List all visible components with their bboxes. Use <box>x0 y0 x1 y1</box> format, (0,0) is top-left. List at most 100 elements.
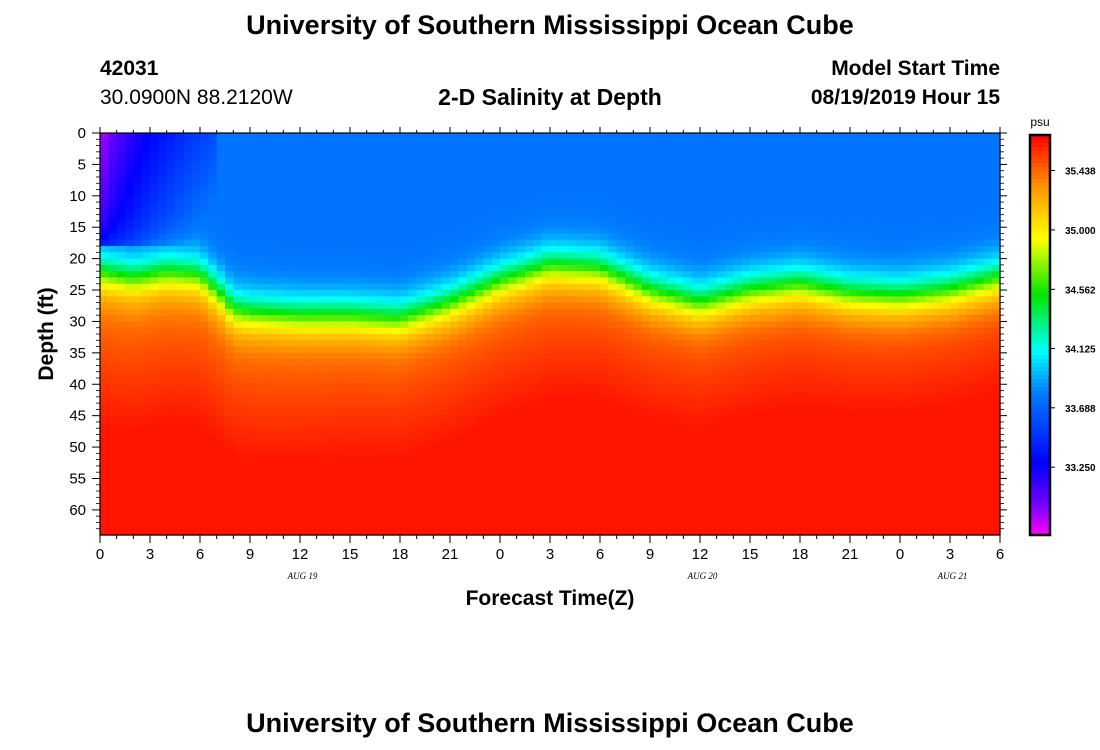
heatmap-cell <box>208 359 218 367</box>
heatmap-cell <box>116 277 126 285</box>
heatmap-cell <box>658 491 668 498</box>
heatmap-cell <box>508 327 518 335</box>
heatmap-cell <box>333 176 343 184</box>
heatmap-cell <box>433 377 443 385</box>
heatmap-cell <box>525 189 534 197</box>
heatmap-cell <box>508 509 518 517</box>
heatmap-cell <box>408 346 418 354</box>
heatmap-cell <box>275 183 284 191</box>
heatmap-cell <box>333 283 343 291</box>
heatmap-cell <box>675 202 684 209</box>
heatmap-cell <box>100 290 109 297</box>
heatmap-cell <box>641 528 651 536</box>
heatmap-cell <box>608 371 618 379</box>
heatmap-cell <box>233 202 243 209</box>
heatmap-cell <box>166 151 176 159</box>
heatmap-cell <box>283 208 293 216</box>
heatmap-cell <box>625 315 634 323</box>
heatmap-cell <box>191 202 201 209</box>
heatmap-cell <box>608 302 618 310</box>
heatmap-cell <box>241 503 251 511</box>
heatmap-cell <box>575 396 584 404</box>
heatmap-cell <box>675 359 684 367</box>
heatmap-cell <box>716 189 726 197</box>
heatmap-cell <box>433 421 443 429</box>
heatmap-cell <box>275 528 284 536</box>
heatmap-cell <box>558 277 568 285</box>
heatmap-cell <box>225 145 234 153</box>
heatmap-cell <box>741 271 751 279</box>
heatmap-cell <box>741 283 751 291</box>
heatmap-cell <box>450 321 459 329</box>
heatmap-cell <box>358 258 368 266</box>
heatmap-cell <box>183 352 193 360</box>
heatmap-cell <box>208 509 218 517</box>
heatmap-cell <box>450 164 459 172</box>
heatmap-cell <box>533 264 543 272</box>
heatmap-cell <box>733 340 743 348</box>
heatmap-cell <box>183 509 193 517</box>
heatmap-cell <box>191 453 201 461</box>
heatmap-cell <box>358 239 368 247</box>
heatmap-cell <box>433 145 443 153</box>
heatmap-cell <box>316 390 326 398</box>
heatmap-cell <box>175 145 184 153</box>
heatmap-cell <box>550 183 559 191</box>
heatmap-cell <box>125 447 134 454</box>
heatmap-cell <box>525 472 534 480</box>
heatmap-cell <box>166 271 176 279</box>
heatmap-cell <box>541 264 551 272</box>
heatmap-cell <box>650 516 659 524</box>
heatmap-cell <box>700 252 709 260</box>
heatmap-cell <box>441 246 451 253</box>
heatmap-cell <box>141 359 151 367</box>
heatmap-cell <box>666 409 676 417</box>
heatmap-cell <box>150 133 159 140</box>
heatmap-cell <box>566 384 576 392</box>
heatmap-cell <box>308 176 318 184</box>
heatmap-cell <box>558 377 568 385</box>
heatmap-cell <box>125 277 134 285</box>
heatmap-cell <box>383 195 393 203</box>
heatmap-cell <box>225 308 234 316</box>
heatmap-cell <box>475 176 484 184</box>
heatmap-cell <box>608 434 618 442</box>
heatmap-cell <box>741 308 751 316</box>
heatmap-cell <box>258 440 268 448</box>
heatmap-cell <box>366 447 376 454</box>
heatmap-cell <box>650 497 659 505</box>
heatmap-cell <box>291 340 301 348</box>
heatmap-cell <box>366 133 376 140</box>
heatmap-cell <box>133 334 143 341</box>
heatmap-cell <box>591 377 601 385</box>
heatmap-cell <box>683 246 693 253</box>
heatmap-cell <box>258 359 268 367</box>
heatmap-cell <box>183 264 193 272</box>
heatmap-cell <box>666 371 676 379</box>
heatmap-cell <box>616 459 626 467</box>
heatmap-cell <box>633 151 643 159</box>
heatmap-cell <box>466 195 476 203</box>
heatmap-cell <box>166 359 176 367</box>
heatmap-cell <box>275 264 284 272</box>
heatmap-cell <box>483 308 493 316</box>
heatmap-cell <box>741 409 751 417</box>
heatmap-cell <box>300 384 309 392</box>
heatmap-cell <box>291 459 301 467</box>
heatmap-cell <box>258 484 268 492</box>
heatmap-cell <box>183 170 193 178</box>
heatmap-cell <box>175 428 184 436</box>
heatmap-cell <box>533 415 543 423</box>
heatmap-cell <box>316 472 326 480</box>
heatmap-cell <box>316 277 326 285</box>
heatmap-cell <box>683 139 693 147</box>
heatmap-cell <box>300 183 309 191</box>
heatmap-cell <box>300 189 309 197</box>
heatmap-cell <box>325 315 334 323</box>
heatmap-cell <box>700 214 709 222</box>
heatmap-cell <box>366 158 376 166</box>
heatmap-cell <box>350 453 359 461</box>
heatmap-cell <box>241 415 251 423</box>
heatmap-cell <box>108 195 118 203</box>
heatmap-cell <box>650 195 659 203</box>
